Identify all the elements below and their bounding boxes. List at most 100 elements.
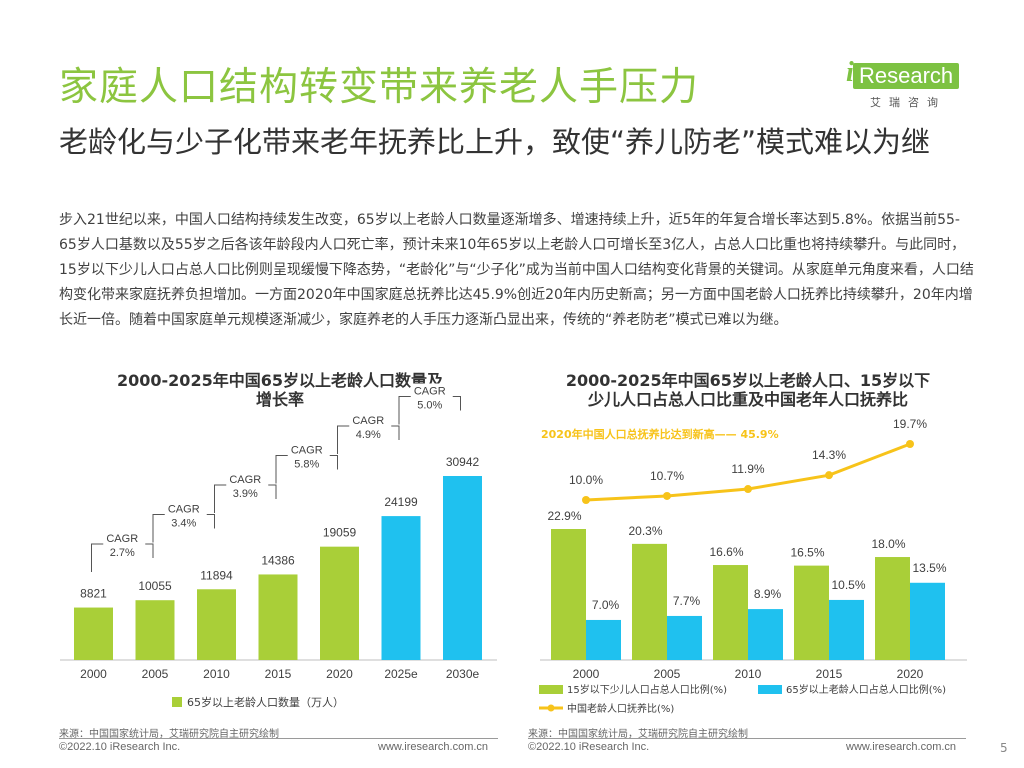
chart1-cagr-label: CAGR [291, 445, 323, 457]
chart1-cagr-value: 3.4% [171, 518, 196, 530]
chart2-line-point [825, 471, 833, 480]
chart1-data-label: 10055 [138, 579, 172, 593]
chart1-cagr-bg [164, 501, 207, 528]
left-url: www.iresearch.com.cn [378, 741, 489, 753]
chart1-cagr-label: CAGR [168, 504, 200, 516]
right-copyright: ©2022.10 iResearch Inc. [528, 741, 650, 753]
chart2-bar-elderly [667, 615, 702, 660]
left-footer-divider [59, 738, 498, 739]
chart1-bar [320, 546, 359, 660]
chart1-x-tick: 2025e [384, 667, 418, 681]
logo-subtitle: 艾瑞咨询 [870, 96, 946, 109]
chart1-x-tick: 2020 [326, 667, 353, 681]
chart1-x-tick: 2010 [203, 667, 230, 681]
logo-wordmark: Research [853, 63, 960, 89]
chart1-cagr-value: 5.0% [417, 400, 442, 412]
chart1-cagr-value: 3.9% [233, 488, 258, 500]
chart2-label-elderly: 10.5% [831, 578, 865, 592]
chart2-x-tick: 2020 [897, 667, 924, 681]
chart2-line-label: 14.3% [812, 448, 846, 462]
chart2-legend-line-dot [547, 704, 555, 712]
chart1-cagr-label: CAGR [229, 474, 261, 486]
chart2-label-children: 20.3% [628, 524, 662, 538]
chart1-data-label: 14386 [261, 553, 295, 567]
chart1-title-line2: 增长率 [256, 390, 304, 409]
chart2-line-point [744, 485, 752, 494]
chart1-bar [443, 476, 482, 660]
chart1-cagr-label: CAGR [414, 386, 446, 398]
chart2-title-line1: 2000-2025年中国65岁以上老龄人口、15岁以下 [566, 371, 930, 390]
chart2-label-children: 16.5% [790, 546, 824, 560]
chart2-bar-children [713, 565, 748, 660]
chart2-bar-children [632, 543, 667, 660]
chart1-bar [258, 574, 298, 660]
chart2-legend-label-children: 15岁以下少儿人口占总人口比例(%) [567, 683, 727, 696]
chart1-cagr-bg [226, 472, 269, 498]
right-footer-divider [528, 738, 966, 739]
chart2-label-children: 16.6% [709, 545, 743, 559]
chart2-bar-elderly [586, 619, 621, 660]
chart1-data-label: 11894 [200, 568, 233, 582]
chart1-data-label: 8821 [80, 587, 107, 601]
chart1-cagr-bg [410, 383, 453, 410]
chart2-line-label: 19.7% [893, 417, 927, 431]
chart1-data-label: 24199 [384, 495, 418, 509]
chart2-bar-children [794, 565, 829, 660]
chart2-legend-swatch-elderly [758, 685, 782, 694]
iresearch-logo: Research i 艾瑞咨询 [846, 56, 976, 116]
chart2-x-tick: 2010 [735, 667, 762, 681]
chart1-cagr-bg [103, 531, 146, 557]
chart2-x-tick: 2015 [816, 667, 843, 681]
chart2-label-elderly: 8.9% [754, 587, 782, 601]
chart1-x-tick: 2030e [446, 667, 480, 681]
chart1-bar [74, 607, 113, 660]
chart1-legend-swatch [172, 697, 182, 707]
slide-subtitle: 老龄化与少子化带来老年抚养比上升，致使“养儿防老”模式难以为继 [59, 125, 931, 159]
chart2-line-label: 10.7% [650, 469, 684, 483]
slide-title: 家庭人口结构转变带来养老人手压力 [59, 65, 700, 110]
chart1-data-label: 30942 [446, 455, 480, 469]
chart1-cagr-value: 5.8% [294, 459, 319, 471]
body-paragraph: 步入21世纪以来，中国人口结构持续发生改变，65岁以上老龄人口数量逐渐增多、增速… [59, 212, 974, 328]
chart2-label-elderly: 7.0% [592, 598, 620, 612]
chart2-line-label: 11.9% [731, 462, 764, 476]
chart2-line-point [663, 491, 671, 500]
chart2-line-label: 10.0% [569, 473, 603, 487]
chart2-legend-swatch-children [539, 685, 563, 694]
chart2-label-children: 18.0% [871, 537, 905, 551]
chart2-legend-label-elderly: 65岁以上老龄人口占总人口比例(%) [786, 683, 946, 696]
chart1-x-tick: 2000 [80, 667, 107, 681]
chart2-label-elderly: 13.5% [912, 561, 946, 575]
chart1-bar [197, 589, 236, 660]
chart1-bar [135, 600, 175, 660]
chart1-bar [381, 516, 421, 660]
chart1-title-line1: 2000-2025年中国65岁以上老龄人口数量及 [117, 371, 444, 390]
chart2-legend-label-line: 中国老龄人口抚养比(%) [567, 702, 674, 715]
chart1-x-tick: 2015 [265, 667, 292, 681]
chart1-cagr-value: 4.9% [356, 429, 381, 441]
right-url: www.iresearch.com.cn [846, 741, 957, 753]
left-source: 来源：中国国家统计局，艾瑞研究院自主研究绘制 [59, 729, 279, 740]
chart2-bar-elderly [748, 609, 783, 660]
chart1-data-label: 19059 [323, 526, 357, 540]
chart1-cagr-value: 2.7% [110, 547, 135, 559]
chart2-label-elderly: 7.7% [673, 594, 701, 608]
page-number: 5 [1000, 741, 1008, 755]
chart1-x-tick: 2005 [142, 667, 169, 681]
chart1-cagr-label: CAGR [352, 415, 384, 427]
chart2-line-point [582, 496, 590, 504]
right-source: 来源：中国国家统计局，艾瑞研究院自主研究绘制 [528, 729, 748, 740]
chart2-title-line2: 少儿人口占总人口比重及中国老年人口抚养比 [587, 390, 908, 409]
chart2-x-tick: 2000 [573, 667, 600, 681]
chart1-legend-label: 65岁以上老龄人口数量（万人） [187, 695, 344, 709]
chart2-line-point [906, 440, 914, 448]
chart1-cagr-bg [287, 442, 330, 469]
chart1-cagr-label: CAGR [106, 533, 138, 545]
chart2-bar-elderly [910, 582, 945, 660]
chart2-bar-elderly [829, 599, 864, 660]
chart2-label-children: 22.9% [547, 509, 581, 523]
chart2-bar-children [875, 557, 910, 660]
left-copyright: ©2022.10 iResearch Inc. [59, 741, 181, 753]
chart1-cagr-bg [349, 413, 392, 439]
